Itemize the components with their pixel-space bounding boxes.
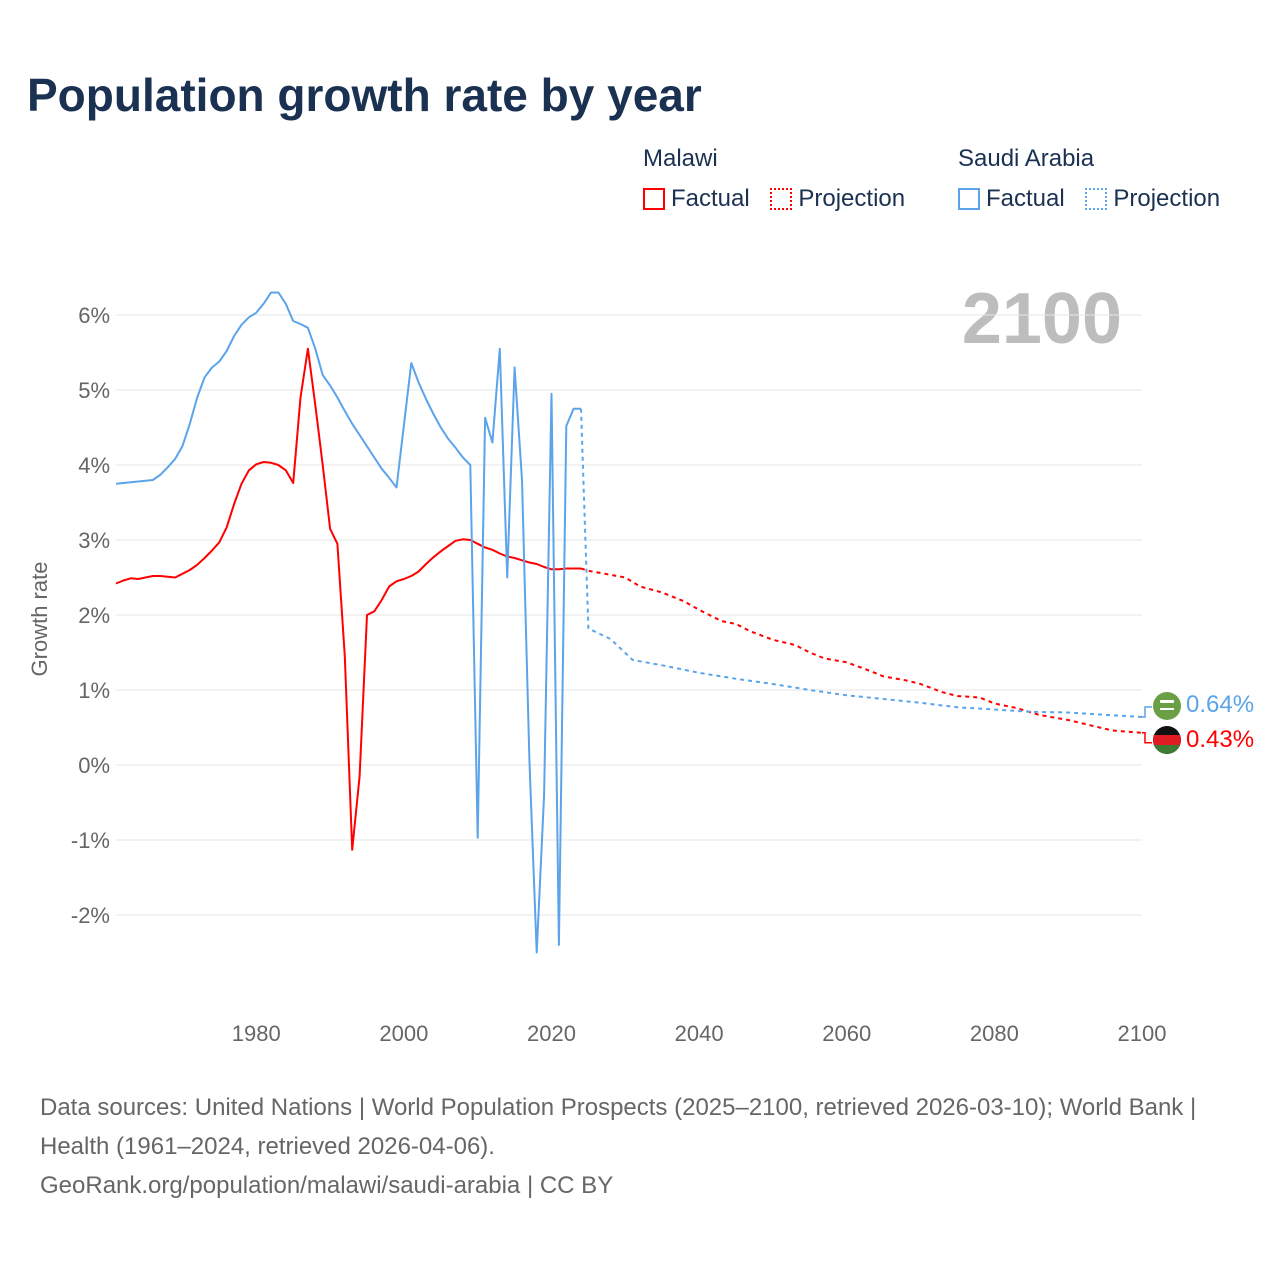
saudi-end-value: 0.64% (1186, 691, 1255, 718)
x-tick-label: 2060 (822, 1021, 871, 1046)
current-year-label: 2100 (961, 279, 1122, 359)
malawi-end-value: 0.43% (1186, 726, 1255, 753)
y-tick-label: 4% (78, 453, 110, 478)
legend-malawi: Malawi Factual Projection (643, 145, 919, 217)
x-tick-label: 2040 (675, 1021, 724, 1046)
x-tick-label: 2000 (379, 1021, 428, 1046)
malawi-flag-icon (1153, 726, 1181, 754)
x-tick-label: 2020 (527, 1021, 576, 1046)
legend-malawi-factual[interactable]: Factual (643, 185, 750, 213)
series-line-saudi-arabia-factual (115, 291, 581, 954)
x-tick-label: 2080 (970, 1021, 1019, 1046)
series-line-saudi-arabia-projection (580, 408, 1143, 718)
x-tick-label: 2100 (1118, 1021, 1167, 1046)
series-line-malawi-factual (115, 347, 581, 851)
attribution-link[interactable]: GeoRank.org/population/malawi/saudi-arab… (40, 1172, 614, 1199)
y-tick-label: 3% (78, 528, 110, 553)
chart-title: Population growth rate by year (27, 69, 702, 121)
y-tick-label: 1% (78, 678, 110, 703)
legend-swatch-solid (958, 188, 980, 210)
y-tick-label: 2% (78, 603, 110, 628)
legend-saudi-arabia: Saudi Arabia Factual Projection (958, 145, 1234, 217)
y-tick-label: 5% (78, 378, 110, 403)
y-tick-label: -2% (71, 903, 110, 928)
y-tick-label: 0% (78, 753, 110, 778)
legend-saudi-projection[interactable]: Projection (1085, 185, 1220, 213)
legend-swatch-dotted (1085, 188, 1108, 210)
x-tick-label: 1980 (232, 1021, 281, 1046)
legend-label: Projection (1113, 185, 1221, 212)
footer: Data sources: United Nations | World Pop… (40, 1088, 1240, 1205)
legend-label: Factual (671, 185, 750, 212)
data-sources: Data sources: United Nations | World Pop… (40, 1094, 1197, 1160)
legend-swatch-solid (643, 188, 665, 210)
series-line-malawi-projection (580, 567, 1143, 734)
saudi-end-connector (1142, 706, 1152, 718)
legend-saudi-factual[interactable]: Factual (958, 185, 1065, 213)
malawi-end-connector (1142, 732, 1152, 744)
legend-label: Projection (798, 185, 906, 212)
legend-malawi-projection[interactable]: Projection (770, 185, 905, 213)
y-tick-label: -1% (71, 828, 110, 853)
legend-group-name: Malawi (643, 145, 718, 172)
legend-swatch-dotted (770, 188, 793, 210)
y-tick-label: 6% (78, 303, 110, 328)
legend-group-name: Saudi Arabia (958, 145, 1095, 172)
legend-label: Factual (986, 185, 1065, 212)
saudi-arabia-flag-icon (1153, 692, 1181, 720)
